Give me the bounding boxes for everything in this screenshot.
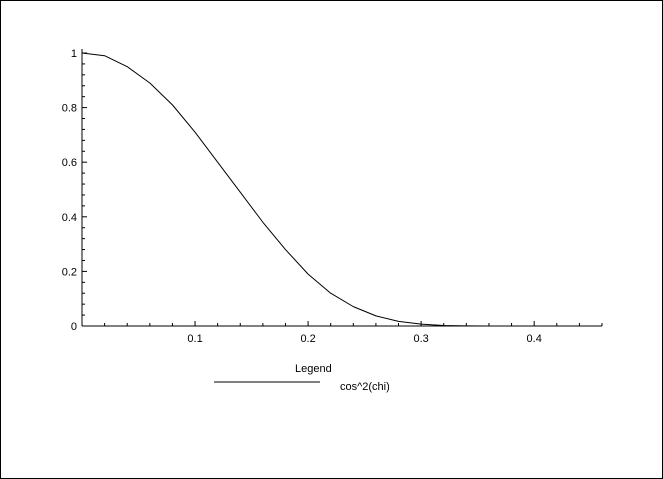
y-tick-label: 0.6: [62, 157, 77, 169]
ticks: 0.1 0.2 0.3 0.4 0 0.2 0.4 0.6 0.8 1: [62, 48, 603, 345]
legend-title: Legend: [295, 363, 332, 375]
legend: Legend cos^2(chi): [214, 363, 390, 393]
series-line-cos2-chi: [81, 52, 602, 327]
x-tick-label: 0.1: [187, 333, 202, 345]
y-tick-label: 0.4: [62, 212, 77, 224]
legend-entry-label: cos^2(chi): [340, 381, 390, 393]
series-layer: [81, 52, 602, 327]
x-tick-label: 0.2: [300, 333, 315, 345]
y-tick-label: 0.2: [62, 266, 77, 278]
y-tick-label: 1: [71, 48, 77, 60]
axes: [81, 49, 602, 327]
x-tick-label: 0.3: [413, 333, 428, 345]
y-tick-label: 0: [71, 321, 77, 333]
y-tick-label: 0.8: [62, 103, 77, 115]
x-tick-label: 0.4: [527, 333, 542, 345]
